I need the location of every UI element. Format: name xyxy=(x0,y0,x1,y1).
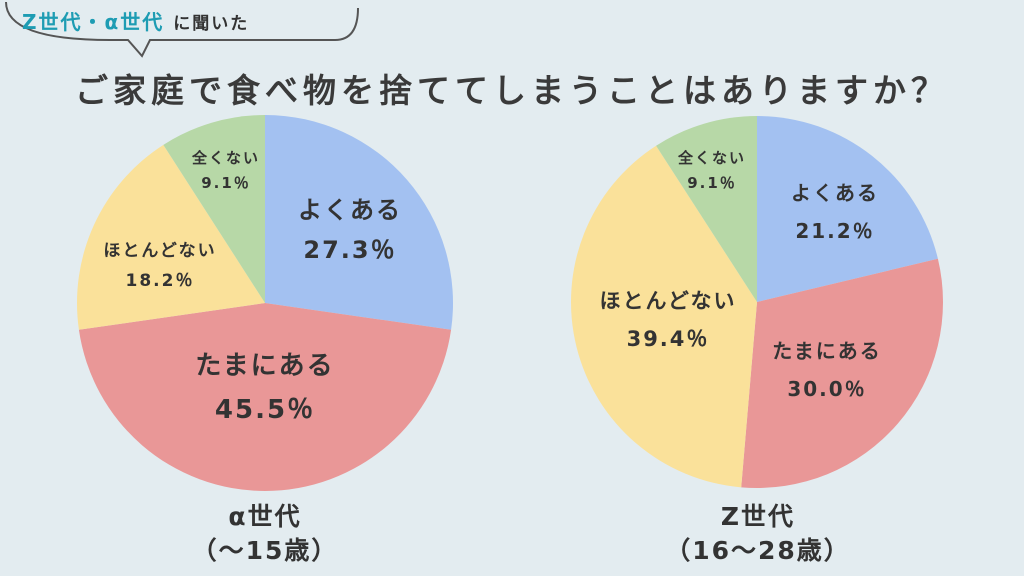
z-slice-yoku-aru xyxy=(757,116,938,302)
alpha-value-mattaku-nai: 9.1％ xyxy=(201,174,251,192)
alpha-label-mattaku-nai: 全くない xyxy=(191,149,260,167)
alpha-label-tama-ni-aru: たまにある xyxy=(195,351,334,381)
tag-suffix: に聞いた xyxy=(173,14,250,34)
alpha-group-label: α世代 （〜15歳） xyxy=(135,500,395,568)
z-group-label: Z世代 （16〜28歳） xyxy=(628,500,888,568)
z-slice-tama-ni-aru xyxy=(741,258,943,488)
alpha-label-hotondo-nai: ほとんどない xyxy=(103,241,216,261)
z-group-range: （16〜28歳） xyxy=(665,536,851,565)
alpha-group-range: （〜15歳） xyxy=(191,536,339,565)
z-value-tama-ni-aru: 30.0％ xyxy=(787,377,866,401)
tag-text: Z世代・α世代 に聞いた xyxy=(22,6,249,35)
z-label-mattaku-nai: 全くない xyxy=(677,149,746,167)
z-label-hotondo-nai: ほとんどない xyxy=(600,289,737,313)
z-value-hotondo-nai: 39.4％ xyxy=(627,327,710,351)
z-value-yoku-aru: 21.2％ xyxy=(795,219,874,243)
alpha-label-yoku-aru: よくある xyxy=(298,196,402,224)
z-value-mattaku-nai: 9.1％ xyxy=(687,174,737,192)
tag-highlight: Z世代・α世代 xyxy=(22,10,165,34)
z-label-tama-ni-aru: たまにある xyxy=(772,339,881,363)
question-title: ご家庭で食べ物を捨ててしまうことはありますか？ xyxy=(75,71,949,110)
alpha-slice-yoku-aru xyxy=(265,115,453,330)
alpha-value-tama-ni-aru: 45.5％ xyxy=(215,395,315,425)
z-group-name: Z世代 xyxy=(720,502,796,531)
alpha-value-yoku-aru: 27.3％ xyxy=(303,236,396,264)
z-label-yoku-aru: よくある xyxy=(791,181,879,205)
alpha-slice-mattaku-nai xyxy=(163,115,265,303)
alpha-slice-hotondo-nai xyxy=(77,144,265,330)
alpha-slice-tama-ni-aru xyxy=(78,303,452,491)
alpha-group-name: α世代 xyxy=(228,502,302,531)
z-slice-mattaku-nai xyxy=(656,116,757,302)
z-slice-hotondo-nai xyxy=(571,145,757,488)
speech-bubble-outline xyxy=(5,1,359,58)
alpha-value-hotondo-nai: 18.2％ xyxy=(126,271,195,291)
survey-tag: Z世代・α世代 に聞いた xyxy=(0,0,380,60)
